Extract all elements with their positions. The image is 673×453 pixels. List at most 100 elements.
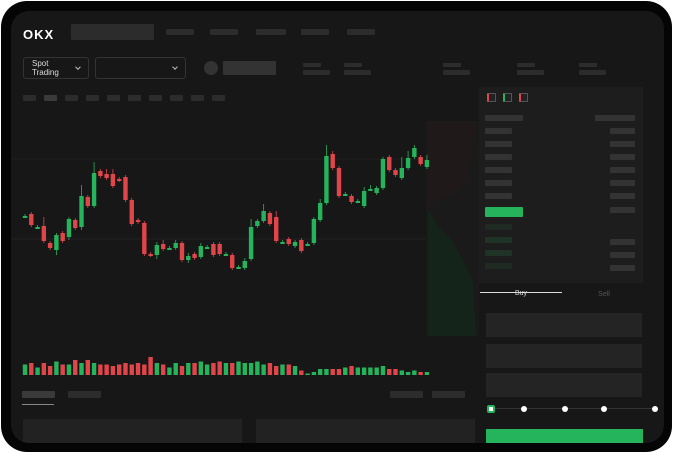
candlestick-chart: [11, 121, 479, 375]
volume-bar: [380, 366, 386, 375]
orderbook-layout-icon[interactable]: [519, 93, 528, 102]
nav-item[interactable]: [301, 29, 329, 35]
candle-body: [160, 244, 166, 249]
volume-bar: [29, 363, 34, 375]
timeframe-button[interactable]: [128, 95, 141, 101]
bid-size: [610, 239, 635, 245]
candle-body: [135, 220, 141, 222]
pair-select[interactable]: [95, 57, 186, 79]
candle-body: [349, 196, 354, 202]
candle-body: [211, 244, 216, 255]
volume-bar: [261, 364, 266, 375]
last-price: [485, 207, 523, 217]
volume-bar: [399, 370, 404, 375]
volume-bar: [405, 372, 411, 375]
candle-body: [179, 243, 185, 260]
chevron-down-icon: [172, 64, 178, 70]
candle-body: [186, 256, 191, 260]
volume-bar: [223, 363, 229, 375]
amount-slider-handle[interactable]: [487, 405, 495, 413]
slider-step[interactable]: [521, 406, 527, 412]
buy-tab[interactable]: Buy: [514, 290, 528, 297]
timeframe-button[interactable]: [65, 95, 78, 101]
volume-bar: [211, 363, 216, 375]
slider-step[interactable]: [562, 406, 568, 412]
timeframe-button[interactable]: [212, 95, 225, 101]
timeframe-button[interactable]: [23, 95, 36, 101]
volume-bar: [324, 369, 329, 375]
timeframe-button[interactable]: [44, 95, 57, 101]
volume-bar: [412, 370, 417, 375]
history-tab[interactable]: [68, 391, 101, 398]
volume-bar: [393, 369, 398, 375]
volume-bar: [204, 364, 210, 375]
ask-price: [485, 154, 512, 160]
volume-bar: [336, 369, 342, 375]
order-book: [479, 87, 643, 283]
candle-body: [198, 246, 204, 257]
volume-bar: [236, 361, 241, 375]
timeframe-button[interactable]: [170, 95, 183, 101]
volume-bar: [286, 364, 291, 375]
volume-bar: [248, 363, 254, 375]
candle-body: [73, 220, 78, 228]
ask-price: [485, 141, 512, 147]
volume-bar: [343, 367, 348, 375]
timeframe-button[interactable]: [86, 95, 99, 101]
slider-step[interactable]: [652, 406, 658, 412]
volume-bar: [242, 363, 247, 375]
bid-size: [610, 265, 635, 271]
volume-bar: [35, 367, 40, 375]
nav-item[interactable]: [256, 29, 286, 35]
volume-bar: [311, 372, 317, 375]
filter-button[interactable]: [432, 391, 465, 398]
slider-step[interactable]: [601, 406, 607, 412]
candle-body: [412, 148, 417, 157]
amount-input[interactable]: [486, 344, 642, 368]
timeframe-button[interactable]: [191, 95, 204, 101]
sell-tab[interactable]: Sell: [598, 291, 610, 298]
orderbook-layout-icon[interactable]: [503, 93, 512, 102]
market-type-select[interactable]: Spot Trading: [23, 57, 89, 79]
candle-body: [299, 240, 304, 251]
candle-body: [129, 200, 134, 224]
volume-bar: [418, 372, 423, 375]
candle-body: [343, 194, 348, 196]
timeframe-button[interactable]: [149, 95, 162, 101]
candle-body: [142, 223, 147, 254]
filter-button[interactable]: [390, 391, 423, 398]
candle-body: [424, 160, 430, 167]
amount-slider-track[interactable]: [491, 408, 657, 409]
volume-bar: [129, 364, 134, 375]
ask-size: [610, 193, 635, 199]
candle-body: [110, 174, 116, 186]
stat-value: [517, 70, 544, 75]
search-bar[interactable]: [71, 24, 154, 40]
buy-button[interactable]: [486, 429, 643, 443]
volume-bar: [349, 366, 354, 375]
ask-size: [610, 154, 635, 160]
candle-body: [324, 156, 329, 203]
price-input[interactable]: [486, 313, 642, 337]
candle-body: [368, 189, 373, 191]
orderbook-layout-icon[interactable]: [487, 93, 496, 102]
candle-body: [230, 255, 235, 268]
volume-bar: [330, 369, 335, 375]
candle-body: [355, 201, 361, 203]
candle-body: [248, 227, 254, 259]
candle-body: [405, 158, 411, 168]
candle-body: [380, 159, 386, 188]
orders-tab[interactable]: [22, 391, 55, 398]
candle-body: [91, 173, 97, 206]
nav-item[interactable]: [210, 29, 238, 35]
volume-bar: [255, 361, 260, 375]
total-input[interactable]: [486, 373, 642, 397]
candle-body: [399, 168, 404, 178]
candle-body: [117, 179, 122, 181]
nav-item[interactable]: [347, 29, 375, 35]
timeframe-button[interactable]: [107, 95, 120, 101]
nav-item[interactable]: [166, 29, 194, 35]
stat-label: [303, 63, 321, 67]
market-type-label: Spot Trading: [32, 59, 59, 77]
